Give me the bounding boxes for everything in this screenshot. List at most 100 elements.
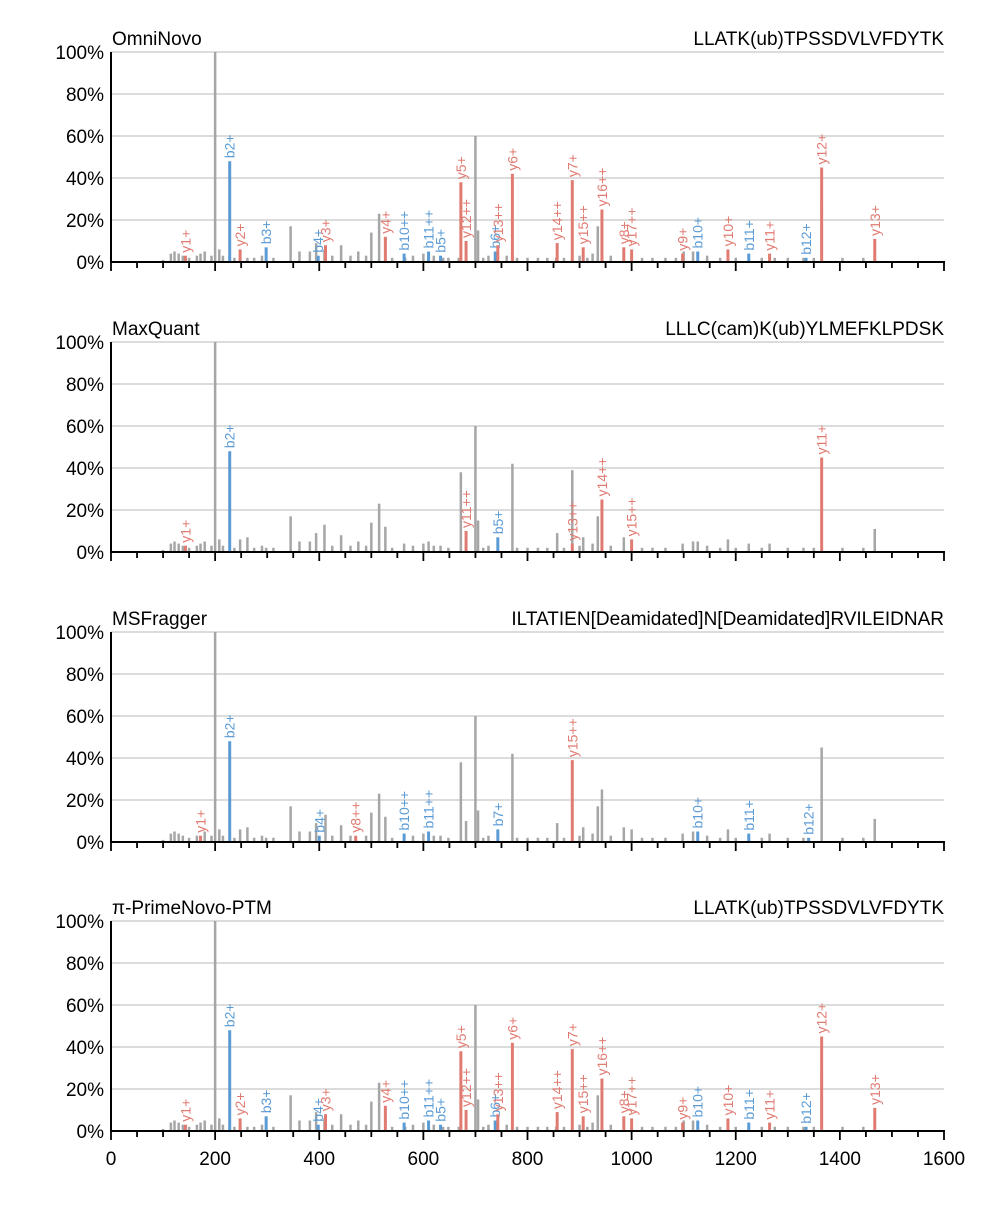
panel-tool-name: π-PrimeNovo-PTM <box>112 898 272 919</box>
panel-tool-name: MSFragger <box>112 609 208 630</box>
peak-label: y4+ <box>377 1080 393 1103</box>
spectrum-panel-2: 0% 20% 40% 60% 80% 100% y1+ b2+ y11++ b5+ y13++ y14… <box>55 319 945 564</box>
peak-label: b10++ <box>396 791 412 831</box>
peak-label: y17++ <box>624 207 640 246</box>
peak-label: y11+ <box>814 425 830 455</box>
y-tick-label: 80% <box>66 954 104 975</box>
y-tick-label: 100% <box>55 623 104 644</box>
peak-label: y13++ <box>490 203 506 242</box>
peak-label: y6+ <box>504 1017 520 1040</box>
peak-label: y5+ <box>453 1025 469 1048</box>
y-tick-label: 100% <box>55 333 104 354</box>
y-tick-label: 20% <box>66 211 104 232</box>
peak-label: y9+ <box>675 228 691 251</box>
y-tick-label: 60% <box>66 127 104 148</box>
panel-peptide-sequence: LLATK(ub)TPSSDVLVFDYTK <box>693 29 944 50</box>
peak-label: y11+ <box>762 221 778 251</box>
panel-peptide-sequence: LLATK(ub)TPSSDVLVFDYTK <box>693 898 944 919</box>
x-tick-label: 1200 <box>715 1149 757 1170</box>
peak-label: b5+ <box>490 511 506 535</box>
peak-label: y3+ <box>317 219 333 242</box>
y-tick-label: 20% <box>66 791 104 812</box>
peak-label: b3+ <box>258 221 274 245</box>
peak-label: y10+ <box>720 216 736 247</box>
y-tick-label: 40% <box>66 459 104 480</box>
peak-label: b7+ <box>490 803 506 827</box>
x-tick-label: 800 <box>512 1149 544 1170</box>
peak-label: y16++ <box>594 168 610 207</box>
x-tick-label: 200 <box>199 1149 231 1170</box>
peak-label: y1+ <box>177 520 193 543</box>
peak-label: b6+ <box>487 1094 503 1118</box>
spectrum-panel-3: 0% 20% 40% 60% 80% 100% y1+ b2+ b4+ y8++ b10++ b11+… <box>55 609 945 854</box>
y-tick-label: 60% <box>66 417 104 438</box>
peak-label: y14++ <box>549 1070 565 1109</box>
peak-label: y15++ <box>564 718 580 757</box>
peak-label: b5+ <box>433 1098 449 1122</box>
peak-label: b10++ <box>396 1080 412 1120</box>
peak-label: b2+ <box>222 134 238 158</box>
peak-label: b6+ <box>487 225 503 249</box>
peak-label: y8+ <box>616 1090 632 1113</box>
peak-label: y9+ <box>675 1097 691 1120</box>
peak-label: y12++ <box>458 1068 474 1107</box>
peak-label: b10+ <box>690 1086 706 1118</box>
peak-label: b12+ <box>798 1092 814 1124</box>
peak-label: y6+ <box>504 148 520 171</box>
peak-label: y7+ <box>564 1023 580 1046</box>
y-tick-label: 0% <box>77 543 105 564</box>
peak-label: b12+ <box>801 803 817 835</box>
peak-label: b11+ <box>741 800 757 831</box>
peak-label: b10+ <box>690 217 706 249</box>
y-tick-label: 100% <box>55 43 104 64</box>
x-tick-label: 0 <box>106 1149 117 1170</box>
y-tick-label: 60% <box>66 707 104 728</box>
y-tick-label: 60% <box>66 996 104 1017</box>
peak-label: y16++ <box>594 1037 610 1076</box>
peak-label: y7+ <box>564 154 580 177</box>
peak-label: y15++ <box>575 205 591 244</box>
peak-label: b3+ <box>258 1090 274 1114</box>
peak-label: b2+ <box>222 424 238 448</box>
peak-label: b11++ <box>421 790 437 829</box>
peak-label: y1+ <box>177 1099 193 1122</box>
peak-label: b10++ <box>396 211 412 251</box>
peak-label: y1+ <box>177 230 193 253</box>
y-tick-label: 20% <box>66 501 104 522</box>
y-tick-label: 20% <box>66 1080 104 1101</box>
peak-label: y10+ <box>720 1085 736 1116</box>
peak-label: b10+ <box>690 797 706 829</box>
y-tick-label: 80% <box>66 85 104 106</box>
peak-label: y14++ <box>594 458 610 497</box>
peak-label: y4+ <box>377 211 393 234</box>
spectrum-panel-4: 0%20%40%60%80%100%y1+b2+y2+ b3+ b4+y3+ y4+ b… <box>55 898 965 1170</box>
x-tick-label: 1600 <box>923 1149 965 1170</box>
panel-tool-name: MaxQuant <box>112 319 200 340</box>
peak-label: b2+ <box>222 1003 238 1027</box>
peak-label: b4+ <box>310 1098 326 1122</box>
peak-label: b11++ <box>421 210 437 249</box>
peak-label: y13++ <box>564 502 580 541</box>
peak-label: b5+ <box>433 229 449 253</box>
y-tick-label: 100% <box>55 912 104 933</box>
peak-label: y2+ <box>232 1092 248 1115</box>
panel-tool-name: OmniNovo <box>112 29 202 50</box>
peak-label: y14++ <box>549 201 565 240</box>
peak-label: y13+ <box>867 205 883 236</box>
peak-label: y2+ <box>232 223 248 246</box>
peak-label: y15++ <box>624 497 640 536</box>
peak-label: y12++ <box>458 199 474 238</box>
peak-label: y12+ <box>814 1003 830 1034</box>
peak-label: b11++ <box>421 1079 437 1118</box>
y-tick-label: 40% <box>66 1038 104 1059</box>
y-tick-label: 40% <box>66 749 104 770</box>
y-tick-label: 0% <box>77 833 105 854</box>
peak-label: y17++ <box>624 1076 640 1115</box>
x-tick-label: 1000 <box>610 1149 652 1170</box>
peak-label: y11++ <box>458 490 474 528</box>
peak-label: y13++ <box>490 1072 506 1111</box>
peak-label: y8+ <box>616 221 632 244</box>
peak-label: b4+ <box>311 809 327 833</box>
